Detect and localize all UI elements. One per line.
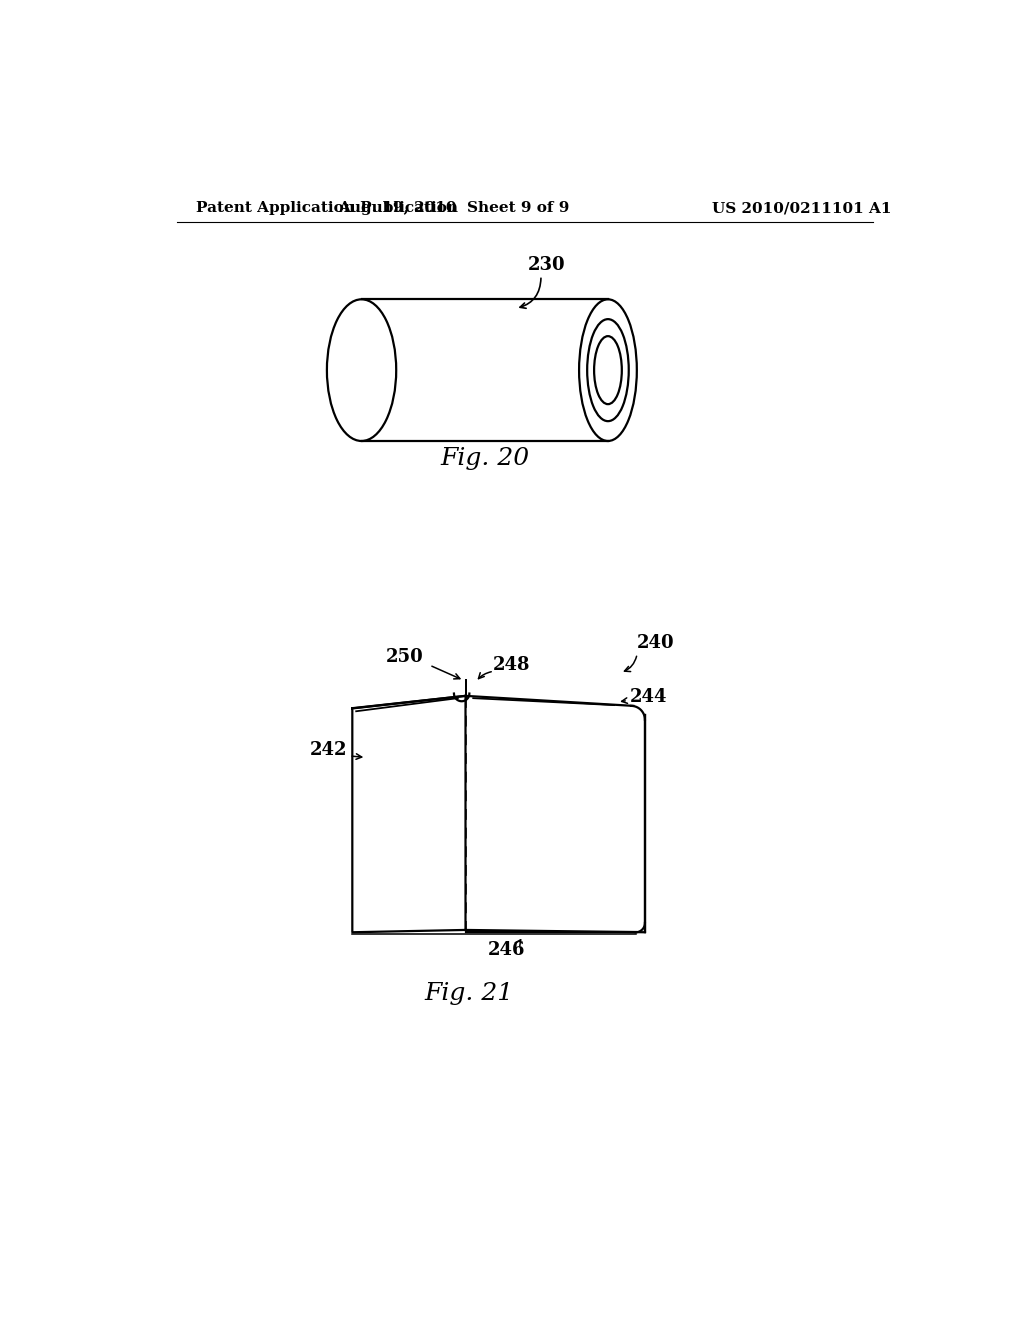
Text: 242: 242	[310, 741, 348, 759]
Text: 244: 244	[630, 689, 667, 706]
Text: 230: 230	[527, 256, 565, 273]
Text: Aug. 19, 2010  Sheet 9 of 9: Aug. 19, 2010 Sheet 9 of 9	[338, 202, 569, 215]
Text: Fig. 20: Fig. 20	[440, 447, 529, 470]
Text: 250: 250	[385, 648, 423, 667]
Text: 240: 240	[637, 635, 675, 652]
Text: 248: 248	[493, 656, 530, 675]
Text: 246: 246	[487, 941, 525, 958]
Text: Fig. 21: Fig. 21	[425, 982, 514, 1006]
Text: US 2010/0211101 A1: US 2010/0211101 A1	[712, 202, 892, 215]
Text: Patent Application Publication: Patent Application Publication	[196, 202, 458, 215]
